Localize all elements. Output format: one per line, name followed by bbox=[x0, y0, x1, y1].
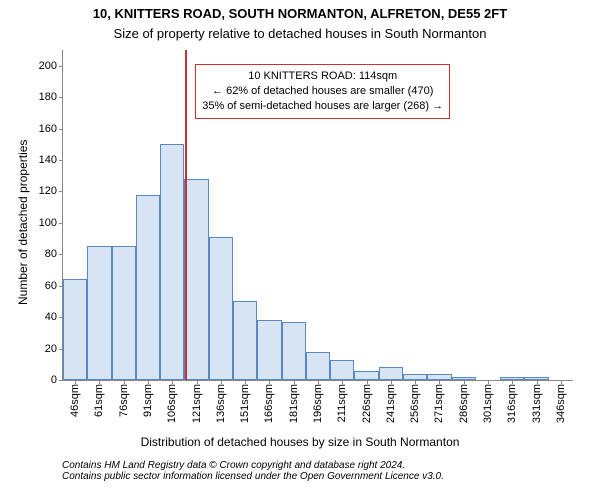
x-tick-label: 181sqm bbox=[288, 380, 300, 423]
chart-subtitle: Size of property relative to detached ho… bbox=[0, 26, 600, 41]
histogram-bar bbox=[209, 237, 233, 380]
x-tick-label: 136sqm bbox=[215, 380, 227, 423]
histogram-bar bbox=[136, 195, 160, 380]
x-tick-label: 241sqm bbox=[385, 380, 397, 423]
x-tick-label: 61sqm bbox=[93, 380, 105, 417]
x-tick-label: 196sqm bbox=[312, 380, 324, 423]
x-tick-label: 286sqm bbox=[458, 380, 470, 423]
y-tick-mark bbox=[59, 223, 63, 224]
y-tick-mark bbox=[59, 254, 63, 255]
annotation-box: 10 KNITTERS ROAD: 114sqm← 62% of detache… bbox=[195, 64, 450, 119]
x-tick-label: 166sqm bbox=[263, 380, 275, 423]
chart-container: { "title": "10, KNITTERS ROAD, SOUTH NOR… bbox=[0, 0, 600, 500]
histogram-bar bbox=[257, 320, 281, 380]
x-tick-label: 91sqm bbox=[142, 380, 154, 417]
x-tick-label: 151sqm bbox=[239, 380, 251, 423]
x-tick-label: 271sqm bbox=[433, 380, 445, 423]
histogram-bar bbox=[282, 322, 306, 380]
x-tick-label: 316sqm bbox=[506, 380, 518, 423]
histogram-bar bbox=[63, 279, 87, 380]
footer-line-2: Contains public sector information licen… bbox=[62, 471, 444, 482]
chart-title: 10, KNITTERS ROAD, SOUTH NORMANTON, ALFR… bbox=[0, 6, 600, 21]
y-tick-mark bbox=[59, 66, 63, 67]
y-axis-label: Number of detached properties bbox=[16, 140, 30, 305]
y-tick-mark bbox=[59, 380, 63, 381]
x-tick-label: 301sqm bbox=[482, 380, 494, 423]
x-tick-label: 226sqm bbox=[361, 380, 373, 423]
x-tick-label: 46sqm bbox=[69, 380, 81, 417]
histogram-bar bbox=[184, 179, 208, 380]
y-tick-mark bbox=[59, 129, 63, 130]
x-tick-label: 121sqm bbox=[191, 380, 203, 423]
histogram-bar bbox=[330, 360, 354, 380]
histogram-bar bbox=[306, 352, 330, 380]
x-tick-label: 211sqm bbox=[336, 380, 348, 422]
footer-line-1: Contains HM Land Registry data © Crown c… bbox=[62, 460, 444, 471]
histogram-bar bbox=[112, 246, 136, 380]
x-tick-label: 331sqm bbox=[531, 380, 543, 423]
annotation-line: 35% of semi-detached houses are larger (… bbox=[202, 99, 443, 114]
x-tick-label: 76sqm bbox=[118, 380, 130, 417]
histogram-bar bbox=[160, 144, 184, 380]
y-tick-mark bbox=[59, 191, 63, 192]
y-tick-mark bbox=[59, 97, 63, 98]
x-tick-label: 346sqm bbox=[555, 380, 567, 423]
histogram-bar bbox=[379, 367, 403, 380]
y-tick-mark bbox=[59, 160, 63, 161]
histogram-bar bbox=[233, 301, 257, 380]
property-marker-line bbox=[185, 50, 187, 380]
footer: Contains HM Land Registry data © Crown c… bbox=[62, 460, 444, 482]
x-tick-label: 256sqm bbox=[409, 380, 421, 423]
histogram-bar bbox=[354, 371, 378, 380]
annotation-line: ← 62% of detached houses are smaller (47… bbox=[202, 84, 443, 99]
histogram-bar bbox=[87, 246, 111, 380]
annotation-line: 10 KNITTERS ROAD: 114sqm bbox=[202, 69, 443, 84]
plot-area: 02040608010012014016018020046sqm61sqm76s… bbox=[62, 50, 573, 381]
x-tick-label: 106sqm bbox=[166, 380, 178, 423]
x-axis-label: Distribution of detached houses by size … bbox=[0, 435, 600, 449]
